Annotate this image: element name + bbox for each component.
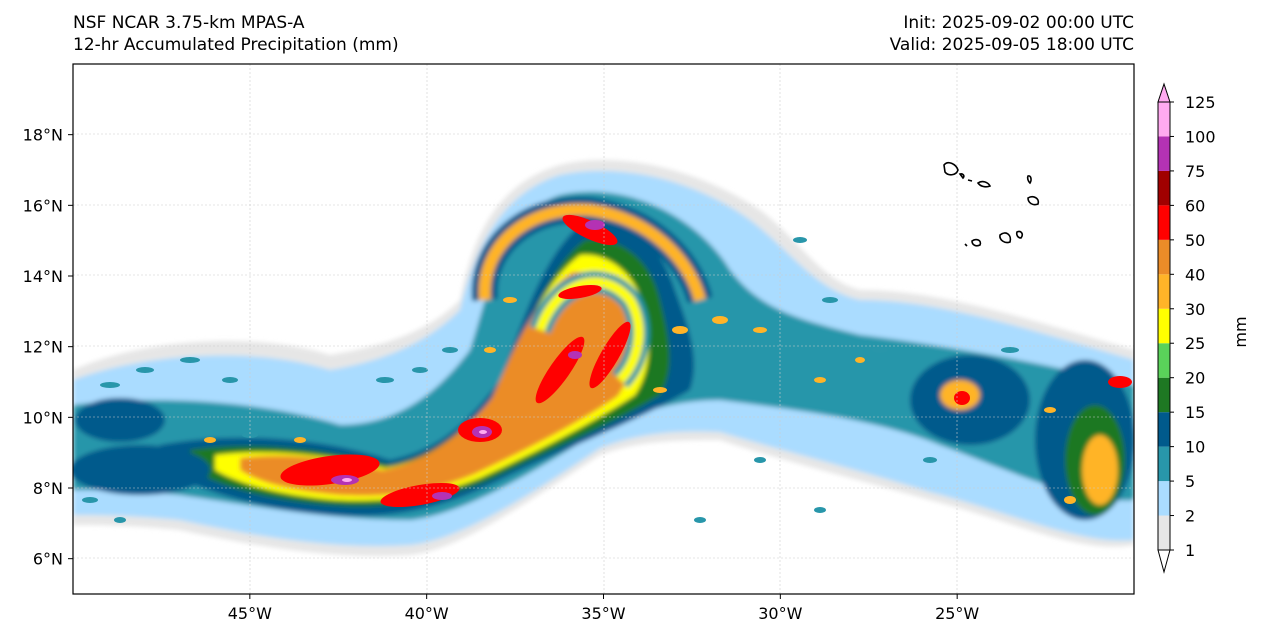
field-title: 12-hr Accumulated Precipitation (mm) xyxy=(73,35,399,55)
init-time: Init: 2025-09-02 00:00 UTC xyxy=(903,13,1134,33)
model-title: NSF NCAR 3.75-km MPAS-A xyxy=(73,13,305,33)
lat-tick-label: 10°N xyxy=(23,408,63,427)
colorbar-segment xyxy=(1158,412,1170,447)
colorbar-outline xyxy=(1157,101,1171,551)
colorbar-level-label: 125 xyxy=(1185,93,1216,112)
colorbar-level-label: 15 xyxy=(1185,403,1205,422)
lat-tick-label: 18°N xyxy=(23,126,63,145)
colorbar-level-label: 30 xyxy=(1185,300,1205,319)
colorbar-level-label: 75 xyxy=(1185,162,1205,181)
title-left: NSF NCAR 3.75-km MPAS-A 12-hr Accumulate… xyxy=(73,12,399,56)
lon-tick-label: 35°W xyxy=(581,604,625,623)
colorbar-segment xyxy=(1158,274,1170,309)
colorbar-unit-label: mm xyxy=(1231,316,1250,347)
longitude-axis: 45°W 40°W 35°W 30°W 25°W xyxy=(228,594,979,623)
colorbar-segment xyxy=(1158,377,1170,413)
colorbar-min-extension xyxy=(1157,549,1171,574)
title-right: Init: 2025-09-02 00:00 UTC Valid: 2025-0… xyxy=(890,12,1134,56)
lat-tick-label: 14°N xyxy=(23,267,63,286)
colorbar-segment xyxy=(1158,481,1170,516)
colorbar-level-label: 20 xyxy=(1185,369,1205,388)
colorbar-segment xyxy=(1158,446,1170,482)
cabo-verde-islands xyxy=(943,162,1040,247)
colorbar-segment xyxy=(1158,343,1170,378)
colorbar-segment xyxy=(1158,170,1170,206)
colorbar-level-label: 1 xyxy=(1185,541,1195,560)
precipitation-field xyxy=(73,160,1134,556)
colorbar-segment xyxy=(1158,136,1170,171)
colorbar-level-label: 2 xyxy=(1185,507,1195,526)
colorbar-segment xyxy=(1158,205,1170,240)
lon-tick-label: 45°W xyxy=(228,604,272,623)
colorbar-segment xyxy=(1158,239,1170,275)
valid-time: Valid: 2025-09-05 18:00 UTC xyxy=(889,35,1134,55)
lon-tick-label: 40°W xyxy=(405,604,449,623)
colorbar-level-label: 5 xyxy=(1185,472,1195,491)
lon-tick-label: 30°W xyxy=(758,604,802,623)
latitude-axis: 18°N 16°N 14°N 12°N 10°N 8°N 6°N xyxy=(23,126,73,569)
colorbar-level-label: 100 xyxy=(1185,127,1216,146)
colorbar-max-extension xyxy=(1157,82,1171,103)
lat-tick-label: 8°N xyxy=(33,479,63,498)
colorbar-level-label: 50 xyxy=(1185,231,1205,250)
colorbar-level-label: 10 xyxy=(1185,438,1205,457)
colorbar-segment xyxy=(1158,515,1170,550)
colorbar-level-label: 40 xyxy=(1185,265,1205,284)
lat-tick-label: 6°N xyxy=(33,550,63,569)
graticule xyxy=(73,64,1134,594)
colorbar-level-label: 60 xyxy=(1185,196,1205,215)
lat-tick-label: 12°N xyxy=(23,338,63,357)
lon-tick-label: 25°W xyxy=(935,604,979,623)
lat-tick-label: 16°N xyxy=(23,196,63,215)
colorbar-segment xyxy=(1158,308,1170,344)
colorbar-level-label: 25 xyxy=(1185,334,1205,353)
colorbar-segment xyxy=(1158,102,1170,137)
